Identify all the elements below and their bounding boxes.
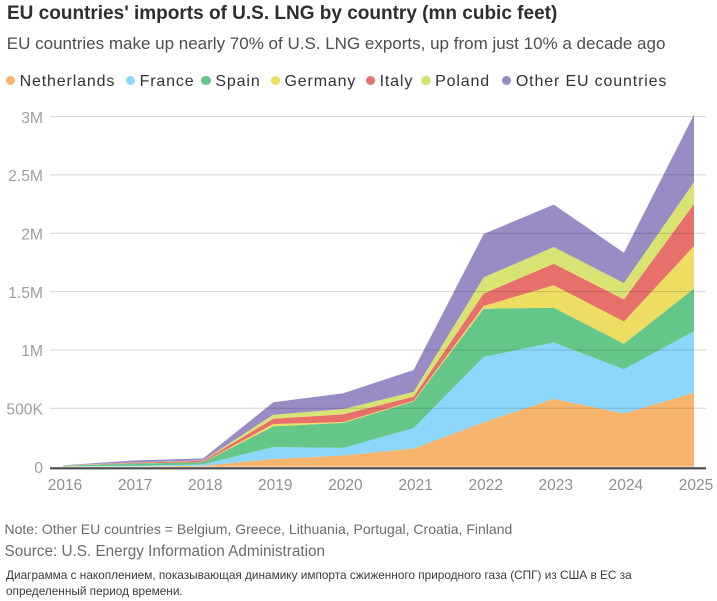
svg-text:1M: 1M <box>21 343 43 360</box>
svg-text:2021: 2021 <box>398 477 432 494</box>
svg-text:2018: 2018 <box>188 477 222 494</box>
svg-text:2017: 2017 <box>118 477 152 494</box>
svg-text:2016: 2016 <box>48 477 82 494</box>
svg-text:500K: 500K <box>6 402 43 419</box>
svg-text:2020: 2020 <box>328 477 363 494</box>
svg-text:0: 0 <box>34 460 43 477</box>
svg-text:2024: 2024 <box>609 477 644 494</box>
svg-text:2019: 2019 <box>258 477 292 494</box>
svg-text:2M: 2M <box>21 227 43 244</box>
svg-text:2023: 2023 <box>539 477 573 494</box>
svg-text:2.5M: 2.5M <box>8 168 43 185</box>
svg-text:2022: 2022 <box>468 477 502 494</box>
svg-text:2025: 2025 <box>679 477 713 494</box>
svg-text:1.5M: 1.5M <box>8 285 43 302</box>
svg-text:3M: 3M <box>21 110 43 127</box>
